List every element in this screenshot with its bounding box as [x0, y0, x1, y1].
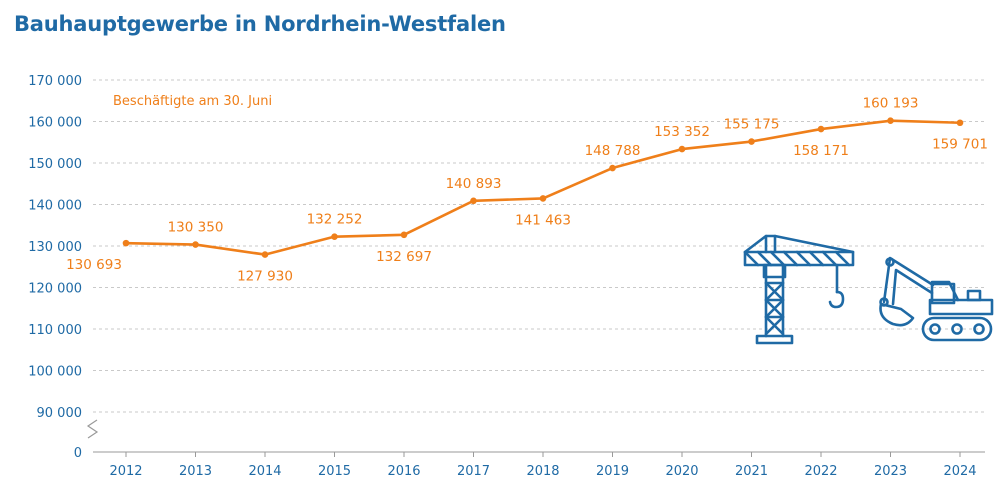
y-tick-label: 120 000: [28, 282, 82, 297]
y-tick-label: 170 000: [28, 74, 82, 89]
data-label: 155 175: [724, 117, 780, 133]
data-label: 140 893: [446, 176, 502, 192]
data-point: [956, 119, 964, 127]
x-axis: 2012 2013 2014 2015 2016 2017 2018 2019 2020 2021…: [93, 451, 985, 479]
y-axis: 170 000 160 000 150 000 140 000 130 000 120 0…: [28, 74, 99, 461]
x-tick-label: 2022: [804, 464, 837, 479]
x-tick-label: 2021: [735, 464, 768, 479]
data-point: [192, 241, 199, 248]
y-tick-label: 110 000: [28, 323, 82, 338]
data-point: [470, 197, 477, 205]
data-point: [261, 251, 269, 258]
x-tick-label: 2019: [596, 464, 629, 479]
y-tick-label: 0: [74, 446, 82, 461]
crane-icon: [743, 234, 855, 345]
y-tick-label: 90 000: [37, 406, 83, 421]
x-tick-label: 2016: [387, 464, 420, 479]
data-label: 130 350: [168, 220, 224, 236]
data-point: [400, 231, 408, 239]
data-label: 159 701: [932, 137, 988, 153]
data-label: 127 930: [237, 269, 293, 285]
data-label: 153 352: [654, 124, 710, 140]
data-label: 148 788: [585, 143, 641, 159]
excavator-icon: [879, 256, 994, 342]
data-label: 132 697: [376, 249, 432, 265]
series-polyline: [125, 119, 961, 256]
x-tick-label: 2015: [318, 464, 351, 479]
series-name-label: Beschäftigte am 30. Juni: [113, 94, 272, 109]
data-label: 160 193: [863, 96, 919, 112]
x-tick-label: 2024: [943, 464, 976, 479]
data-label: 132 252: [307, 212, 363, 228]
data-point: [817, 125, 825, 133]
x-tick-label: 2013: [179, 464, 212, 479]
data-label: 130 693: [66, 257, 122, 273]
x-tick-label: 2018: [526, 464, 559, 479]
x-tick-label: 2012: [109, 464, 142, 479]
data-label: 158 171: [793, 143, 849, 159]
data-point: [887, 117, 894, 124]
data-point: [609, 164, 616, 172]
data-point: [678, 145, 686, 153]
x-tick-label: 2017: [457, 464, 490, 479]
data-point: [331, 233, 338, 240]
chart-title: Bauhauptgewerbe in Nordrhein-Westfalen: [14, 12, 506, 36]
data-point: [539, 195, 547, 202]
series-line: [122, 117, 964, 258]
y-tick-label: 150 000: [28, 157, 82, 172]
axis-break-mark: [86, 419, 99, 439]
y-tick-label: 160 000: [28, 116, 82, 131]
x-tick-label: 2014: [248, 464, 281, 479]
y-tick-label: 100 000: [28, 365, 82, 380]
x-tick-label: 2020: [665, 464, 698, 479]
data-point: [122, 239, 130, 247]
data-label: 141 463: [515, 212, 571, 228]
y-tick-label: 140 000: [28, 199, 82, 214]
y-tick-label: 130 000: [28, 240, 82, 255]
data-labels: 130 693 130 350 127 930 132 252 132 697 140 8…: [66, 96, 988, 285]
x-tick-label: 2023: [874, 464, 907, 479]
data-point: [748, 138, 755, 145]
